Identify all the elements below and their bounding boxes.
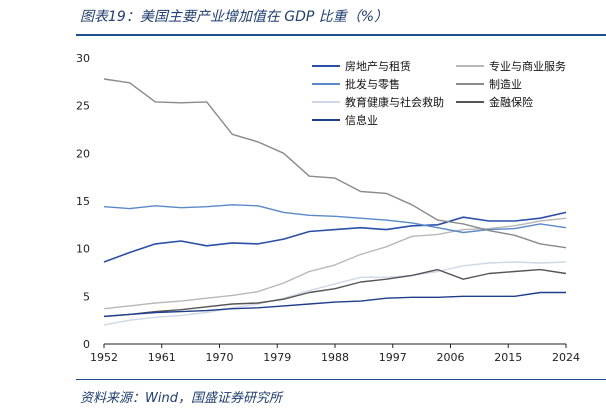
y-tick-label: 5 bbox=[83, 290, 90, 303]
legend-label: 批发与零售 bbox=[345, 77, 400, 91]
x-tick-label: 1970 bbox=[206, 351, 234, 364]
series-line-7 bbox=[103, 291, 566, 318]
legend-label: 教育健康与社会救助 bbox=[345, 95, 444, 109]
top-rule bbox=[76, 34, 606, 36]
series-line-6 bbox=[103, 268, 567, 318]
x-tick-label: 1979 bbox=[263, 351, 291, 364]
source-note: 资料来源：Wind，国盛证券研究所 bbox=[80, 391, 282, 406]
y-tick-label: 15 bbox=[76, 195, 90, 208]
legend-label: 金融保险 bbox=[489, 95, 533, 109]
x-tick-label: 1961 bbox=[148, 351, 176, 364]
x-tick-label: 2006 bbox=[437, 351, 465, 364]
bottom-rule bbox=[76, 379, 606, 380]
legend-label: 信息业 bbox=[345, 113, 378, 127]
x-tick-label: 1997 bbox=[379, 351, 407, 364]
legend-label: 专业与商业服务 bbox=[489, 59, 566, 73]
y-tick-label: 20 bbox=[76, 147, 90, 160]
series-line-1 bbox=[103, 211, 567, 263]
y-tick-label: 10 bbox=[76, 243, 90, 256]
series-line-4 bbox=[103, 78, 567, 249]
legend-label: 制造业 bbox=[489, 77, 522, 91]
series-line-3 bbox=[103, 204, 567, 234]
x-tick-label: 1952 bbox=[90, 351, 118, 364]
series-line-5 bbox=[103, 261, 567, 326]
y-tick-label: 30 bbox=[76, 52, 90, 65]
legend-label: 房地产与租赁 bbox=[345, 59, 411, 73]
x-tick-label: 2015 bbox=[494, 351, 522, 364]
y-tick-label: 25 bbox=[76, 100, 90, 113]
x-tick-label: 2024 bbox=[552, 351, 580, 364]
series-line-2 bbox=[103, 217, 567, 310]
y-tick-label: 0 bbox=[83, 338, 90, 351]
x-tick-label: 1988 bbox=[321, 351, 349, 364]
chart-title: 图表19：美国主要产业增加值在 GDP 比重（%） bbox=[80, 9, 389, 25]
